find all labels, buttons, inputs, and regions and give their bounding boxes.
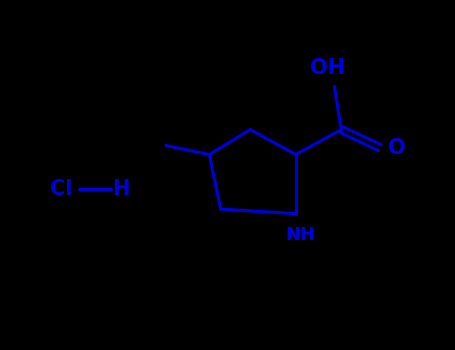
Text: NH: NH: [285, 226, 315, 244]
Text: O: O: [388, 138, 406, 158]
Text: Cl: Cl: [50, 178, 73, 199]
Text: H: H: [112, 178, 129, 199]
Text: OH: OH: [310, 58, 345, 78]
